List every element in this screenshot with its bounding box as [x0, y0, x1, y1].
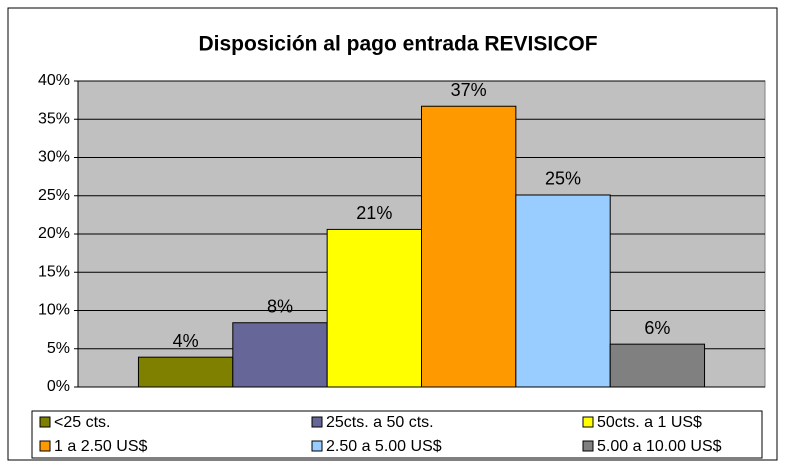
y-tick-label: 10%: [38, 302, 70, 319]
y-tick-label: 20%: [38, 225, 70, 242]
bar: [515, 194, 611, 388]
y-tick-label: 5%: [47, 340, 70, 357]
data-label: 6%: [644, 318, 670, 338]
legend-swatch: [582, 440, 594, 452]
data-label: 37%: [451, 80, 487, 100]
y-tick-label: 35%: [38, 110, 70, 127]
y-tick-label: 25%: [38, 187, 70, 204]
legend-swatch: [39, 440, 51, 452]
bar: [137, 356, 234, 388]
y-tick-label: 40%: [38, 72, 70, 89]
y-tick-label: 15%: [38, 263, 70, 280]
legend-label: 1 a 2.50 US$: [54, 438, 148, 455]
data-label: 25%: [545, 169, 581, 189]
legend-swatch: [582, 416, 594, 428]
y-tick-label: 30%: [38, 149, 70, 166]
bar: [609, 343, 706, 388]
legend-label: 2.50 a 5.00 US$: [326, 438, 442, 455]
legend-box: [31, 410, 763, 459]
legend-label: 25cts. a 50 cts.: [326, 414, 434, 431]
bar: [232, 322, 328, 388]
legend-label: 5.00 a 10.00 US$: [597, 438, 722, 455]
chart-title: Disposición al pago entrada REVISICOF: [198, 33, 597, 56]
bar: [421, 105, 517, 388]
legend-swatch: [311, 440, 323, 452]
legend-swatch: [311, 416, 323, 428]
legend-label: 50cts. a 1 US$: [597, 414, 702, 431]
data-label: 8%: [267, 296, 293, 316]
bar: [326, 228, 423, 388]
data-label: 4%: [173, 331, 199, 351]
legend-label: <25 cts.: [54, 414, 110, 431]
y-tick-label: 0%: [47, 378, 70, 395]
data-label: 21%: [356, 203, 392, 223]
legend-swatch: [39, 416, 51, 428]
